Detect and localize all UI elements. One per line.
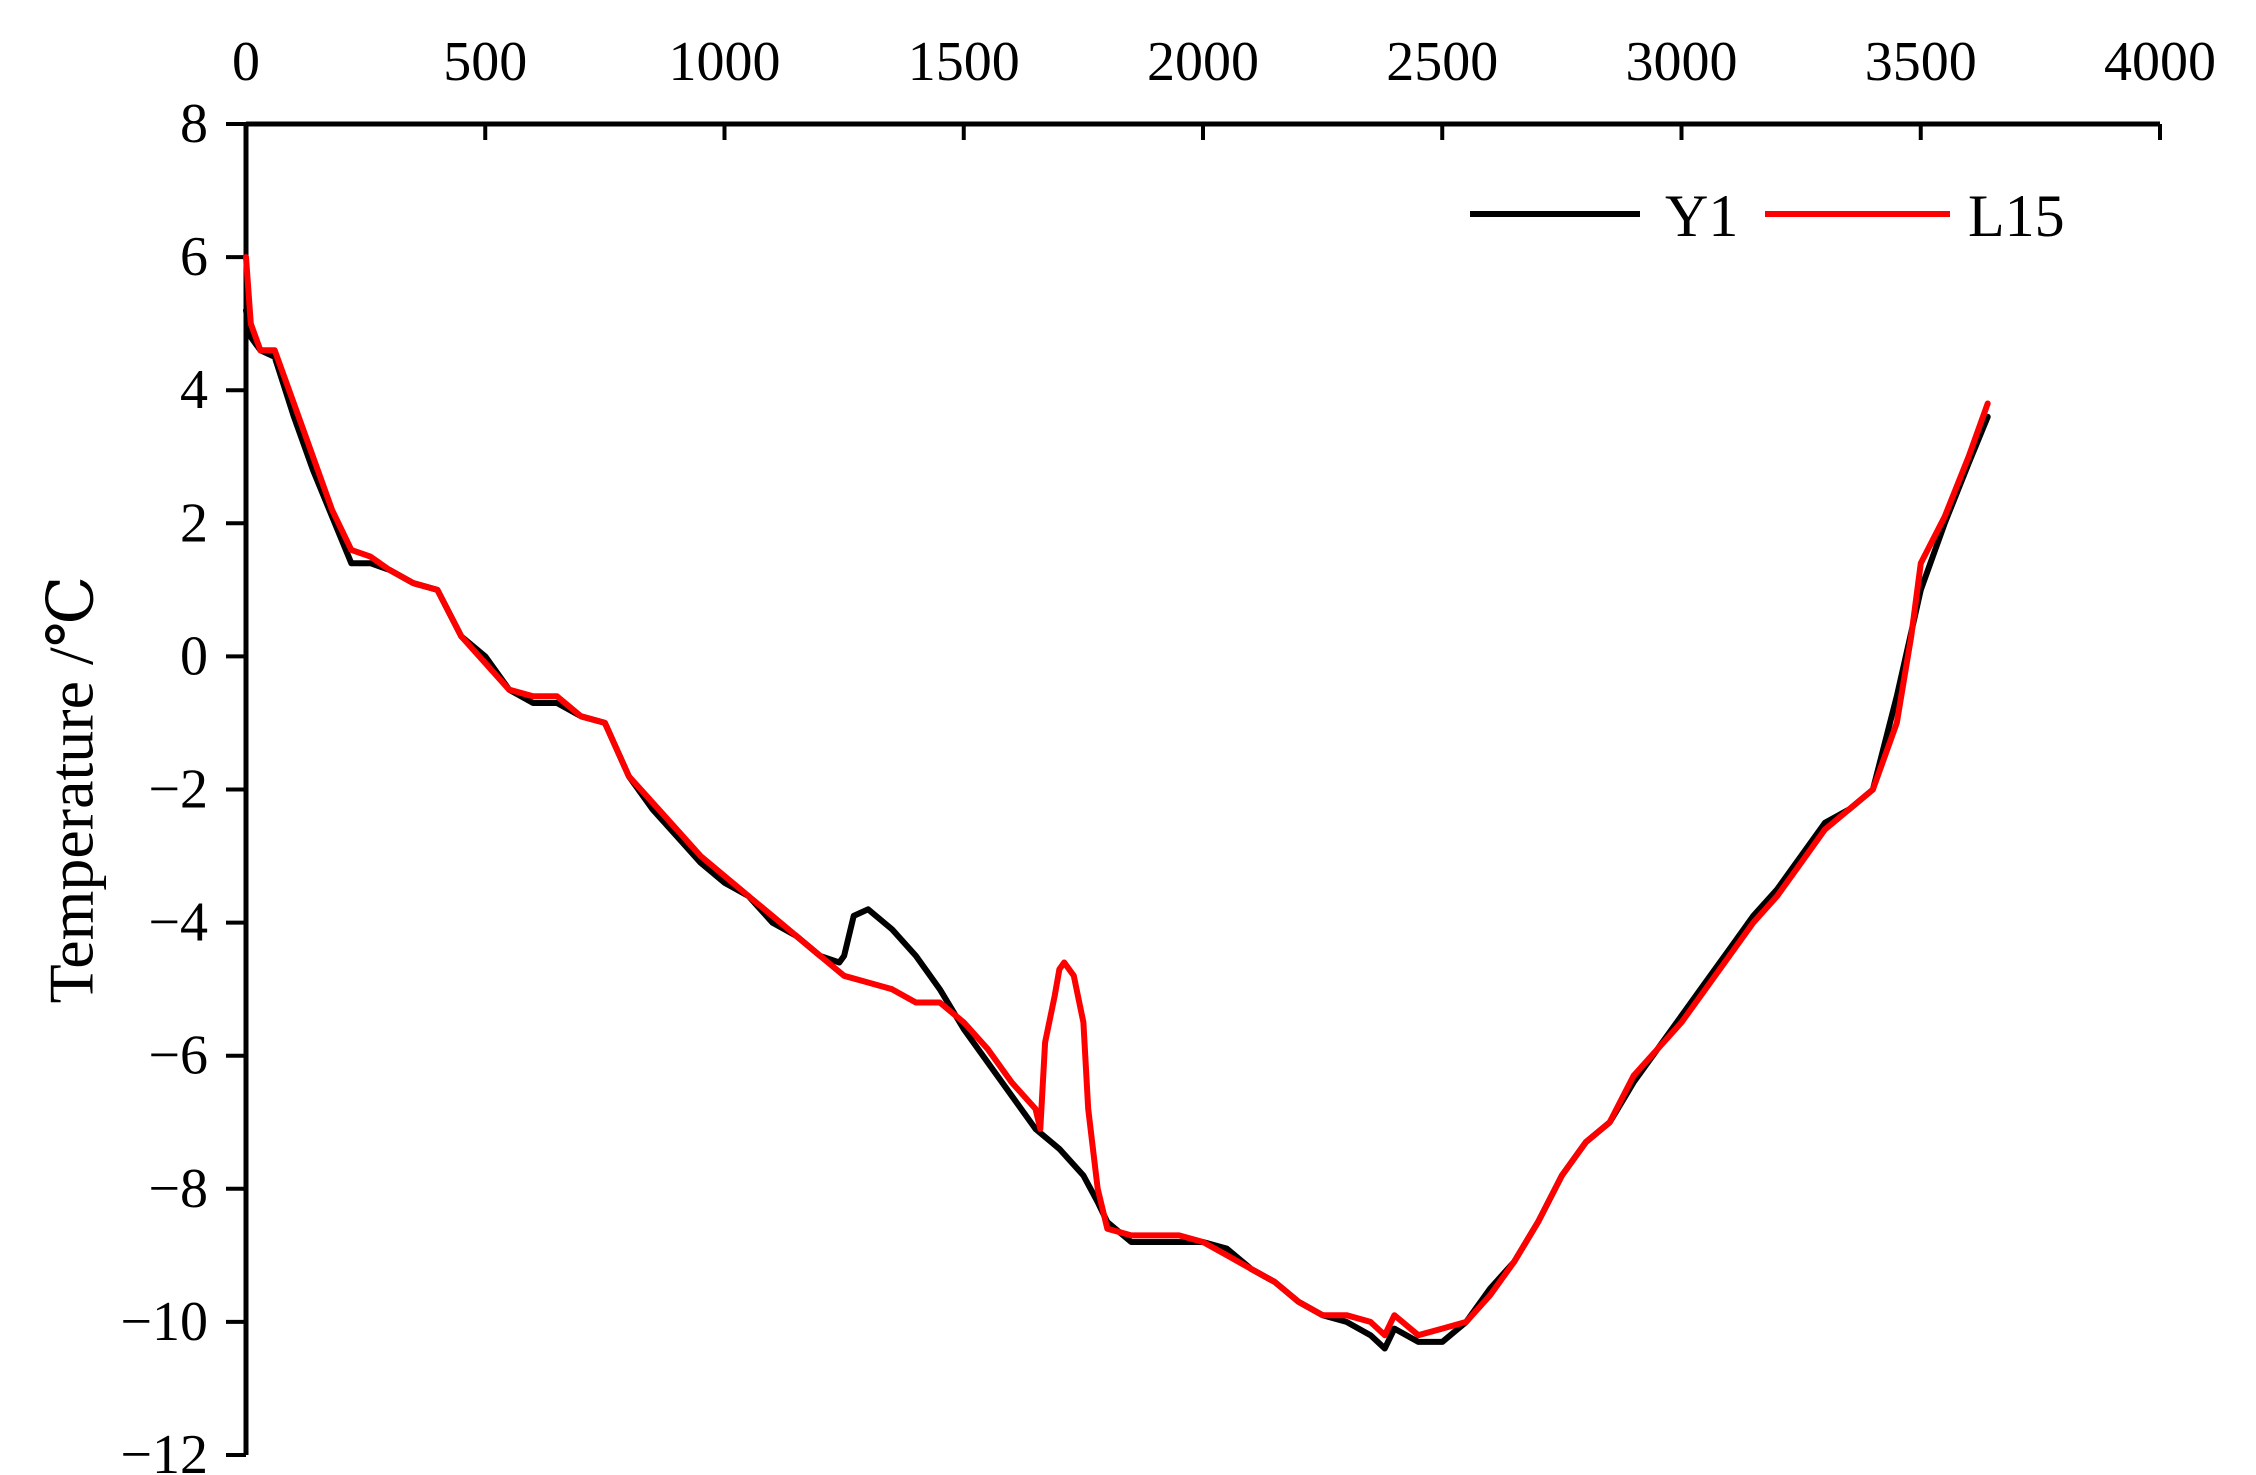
x-tick-label: 2000 [1147,31,1259,93]
x-tick-label: 3500 [1865,31,1977,93]
legend: Y1 L15 [1470,183,2065,249]
y-tick-label: −2 [148,759,208,821]
x-tick-label: 500 [443,31,527,93]
y-tick-label: 6 [180,226,208,288]
y-axis-ticks: 8 6 4 2 0 −2 −4 −6 −8 −10 −12 [120,93,246,1475]
x-axis-ticks: 0 500 1000 1500 2000 2500 3000 3500 4000 [232,31,2216,140]
legend-label-y1: Y1 [1665,183,1738,249]
series-line-l15 [243,254,1991,1339]
y-tick-label: −6 [148,1025,208,1087]
y-tick-label: 2 [180,492,208,554]
y-tick-label: −8 [148,1158,208,1220]
legend-label-l15: L15 [1968,183,2065,249]
series-lines [243,254,1991,1352]
y-tick-label: 4 [180,359,208,421]
series-line-y1 [243,307,1991,1352]
x-tick-label: 1000 [669,31,781,93]
y-tick-label: −12 [120,1424,208,1475]
y-axis-title: Temperature /℃ [36,576,107,1004]
y-tick-label: −4 [148,892,208,954]
x-tick-label: 0 [232,31,260,93]
y-tick-label: −10 [120,1291,208,1353]
x-tick-label: 3000 [1626,31,1738,93]
x-tick-label: 1500 [908,31,1020,93]
x-tick-label: 2500 [1386,31,1498,93]
y-tick-label: 0 [180,625,208,687]
y-tick-label: 8 [180,93,208,155]
x-tick-label: 4000 [2104,31,2216,93]
